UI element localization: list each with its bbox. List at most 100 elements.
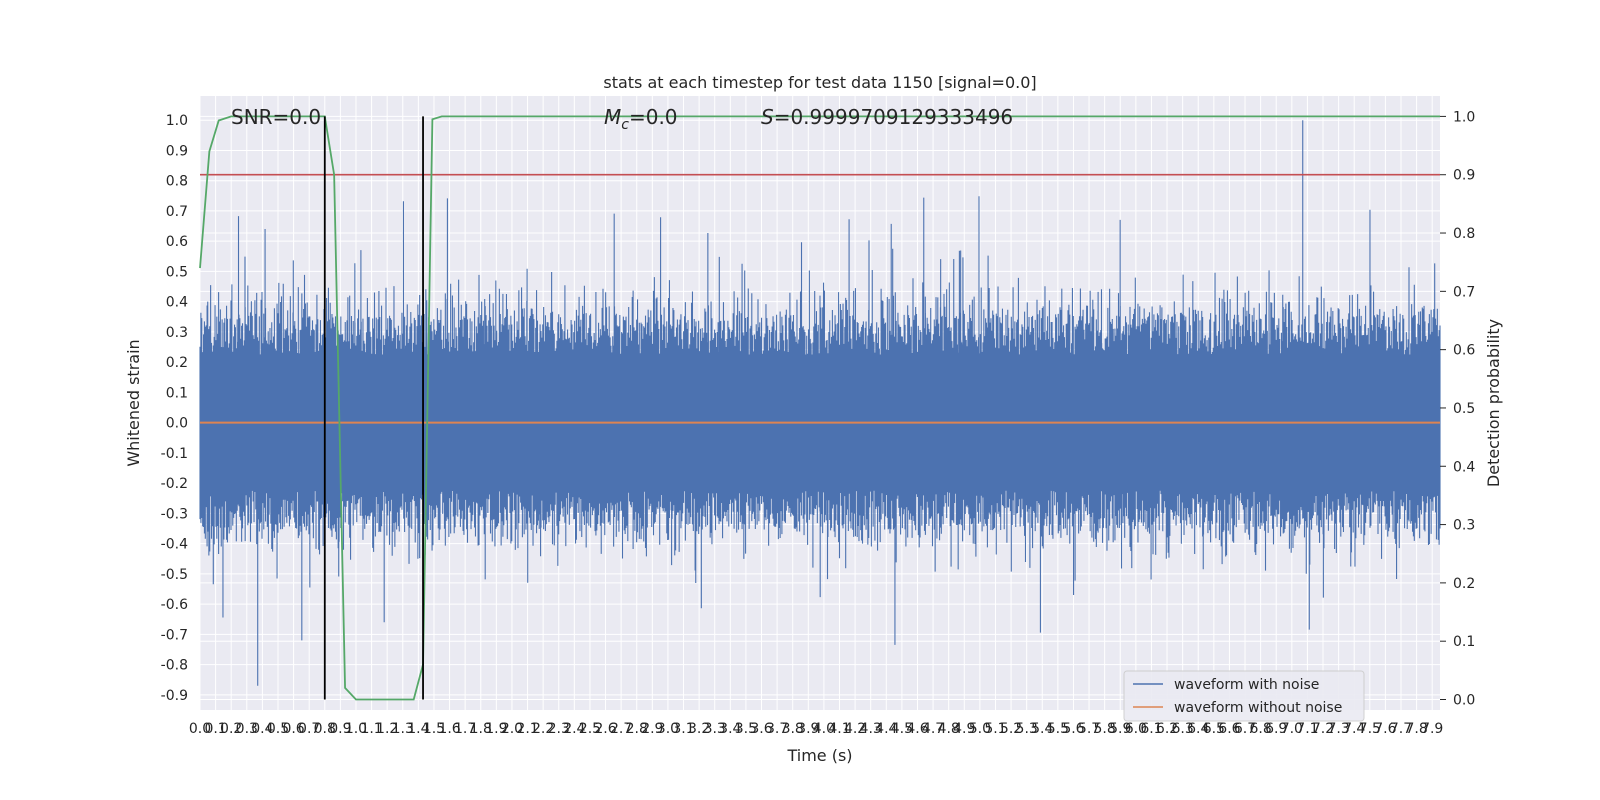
x-tick-label: 7.1 — [1296, 721, 1318, 737]
x-tick-label: 5.4 — [1031, 721, 1053, 737]
x-tick-label: 3.8 — [782, 721, 804, 737]
x-tick-label: 4.1 — [828, 721, 850, 737]
y-tick-label-left: 0.1 — [166, 385, 188, 401]
x-tick-label: 2.4 — [563, 721, 585, 737]
y-tick-label-left: -0.3 — [161, 506, 188, 522]
y-tick-label-right: 0.2 — [1453, 576, 1475, 592]
x-tick-label: 2.8 — [626, 721, 648, 737]
legend-box — [1123, 670, 1365, 722]
x-tick-label: 0.0 — [189, 721, 211, 737]
x-tick-label: 0.4 — [251, 721, 273, 737]
x-tick-label: 7.3 — [1327, 721, 1349, 737]
x-tick-label: 4.9 — [953, 721, 975, 737]
y-tick-label-left: 0.3 — [166, 325, 188, 341]
x-tick-label: 4.0 — [813, 721, 835, 737]
annotation-chirp-mass-subscript: c — [621, 117, 629, 133]
y-tick-label-left: 0.8 — [166, 174, 188, 190]
x-tick-label: 3.6 — [750, 721, 772, 737]
x-tick-label: 1.1 — [360, 721, 382, 737]
x-tick-label: 6.3 — [1172, 721, 1194, 737]
x-tick-label: 7.2 — [1312, 721, 1334, 737]
y-axis-label-right: Detection probability — [1484, 319, 1503, 487]
y-tick-label-left: 1.0 — [166, 113, 188, 129]
x-tick-label: 5.6 — [1062, 721, 1084, 737]
x-tick-label: 5.0 — [969, 721, 991, 737]
y-tick-label-right: 0.5 — [1453, 401, 1475, 417]
x-tick-label: 1.7 — [454, 721, 476, 737]
x-tick-label: 6.9 — [1265, 721, 1287, 737]
x-tick-label: 3.1 — [672, 721, 694, 737]
x-tick-label: 6.5 — [1203, 721, 1225, 737]
x-tick-label: 1.6 — [438, 721, 460, 737]
legend: waveform with noise waveform without noi… — [1123, 670, 1365, 722]
y-tick-label-left: 0.4 — [166, 295, 188, 311]
x-tick-label: 1.4 — [407, 721, 429, 737]
detection-probability-line — [199, 115, 1440, 701]
x-tick-label: 6.1 — [1140, 721, 1162, 737]
x-tick-label: 7.4 — [1343, 721, 1365, 737]
y-tick-label-left: -0.4 — [161, 537, 188, 553]
x-tick-label: 4.7 — [922, 721, 944, 737]
x-tick-label: 0.9 — [329, 721, 351, 737]
x-tick-label: 3.0 — [657, 721, 679, 737]
annotation-score-symbol: S — [761, 105, 774, 129]
x-tick-label: 6.0 — [1125, 721, 1147, 737]
chart-title: stats at each timestep for test data 115… — [603, 73, 1036, 92]
x-tick-label: 4.2 — [844, 721, 866, 737]
y-tick-label-right: 0.0 — [1453, 693, 1475, 709]
y-tick-label-left: 0.0 — [166, 416, 188, 432]
x-tick-label: 7.6 — [1374, 721, 1396, 737]
legend-entry-waveform-without-noise: waveform without noise — [1174, 700, 1342, 716]
annotation-snr: SNR=0.0 — [231, 105, 321, 129]
x-tick-label: 5.8 — [1094, 721, 1116, 737]
x-tick-label: 3.3 — [704, 721, 726, 737]
x-tick-label: 3.4 — [719, 721, 741, 737]
x-tick-label: 0.8 — [314, 721, 336, 737]
x-tick-label: 1.3 — [392, 721, 414, 737]
x-tick-label: 0.5 — [267, 721, 289, 737]
x-tick-label: 1.5 — [423, 721, 445, 737]
x-tick-label: 4.8 — [938, 721, 960, 737]
x-tick-label: 2.0 — [501, 721, 523, 737]
y-tick-label-left: -0.1 — [161, 446, 188, 462]
x-tick-label: 3.2 — [688, 721, 710, 737]
y-tick-label-right: 0.9 — [1453, 168, 1475, 184]
x-tick-label: 2.3 — [548, 721, 570, 737]
x-tick-label: 3.5 — [735, 721, 757, 737]
annotation-score: S=0.9999709129333496 — [761, 105, 1013, 129]
annotation-score-value: =0.9999709129333496 — [774, 105, 1013, 129]
annotations: SNR=0.0 Mc=0.0 S=0.9999709129333496 — [231, 105, 1013, 133]
y-tick-label-right: 0.3 — [1453, 518, 1475, 534]
x-tick-label: 5.3 — [1016, 721, 1038, 737]
x-tick-label: 2.9 — [641, 721, 663, 737]
x-tick-label: 5.2 — [1000, 721, 1022, 737]
y-tick-label-left: 0.5 — [166, 264, 188, 280]
y-tick-label-right: 0.4 — [1453, 459, 1475, 475]
y-tick-label-left: 0.7 — [166, 204, 188, 220]
x-tick-label: 4.6 — [906, 721, 928, 737]
x-tick-label: 0.6 — [282, 721, 304, 737]
x-tick-label: 0.1 — [204, 721, 226, 737]
x-tick-label: 0.3 — [236, 721, 258, 737]
y-tick-label-left: 0.9 — [166, 143, 188, 159]
y-tick-label-right: 1.0 — [1453, 109, 1475, 125]
x-tick-label: 6.2 — [1156, 721, 1178, 737]
x-tick-label: 0.2 — [220, 721, 242, 737]
y-tick-label-left: -0.2 — [161, 476, 188, 492]
x-tick-label: 6.8 — [1249, 721, 1271, 737]
x-tick-label: 3.9 — [797, 721, 819, 737]
x-tick-label: 7.9 — [1421, 721, 1443, 737]
x-tick-label: 6.4 — [1187, 721, 1209, 737]
y-ticks-left: -0.9 -0.8 -0.7 -0.6 -0.5 -0.4 -0.3 -0.2 -0.1 0.0 0… — [161, 113, 188, 704]
x-tick-label: 5.5 — [1047, 721, 1069, 737]
x-tick-label: 4.4 — [875, 721, 897, 737]
x-tick-label: 1.2 — [376, 721, 398, 737]
x-tick-label: 7.0 — [1281, 721, 1303, 737]
x-tick-label: 6.6 — [1218, 721, 1240, 737]
y-tick-label-left: -0.8 — [161, 658, 188, 674]
x-axis-label: Time (s) — [786, 746, 852, 765]
x-tick-label: 3.7 — [766, 721, 788, 737]
annotation-chirp-mass-symbol: M — [604, 105, 621, 129]
y-ticks-right: 0.0 0.1 0.2 0.3 0.4 0.5 0.6 0.7 0.8 0.9 1.0 — [1440, 109, 1475, 709]
